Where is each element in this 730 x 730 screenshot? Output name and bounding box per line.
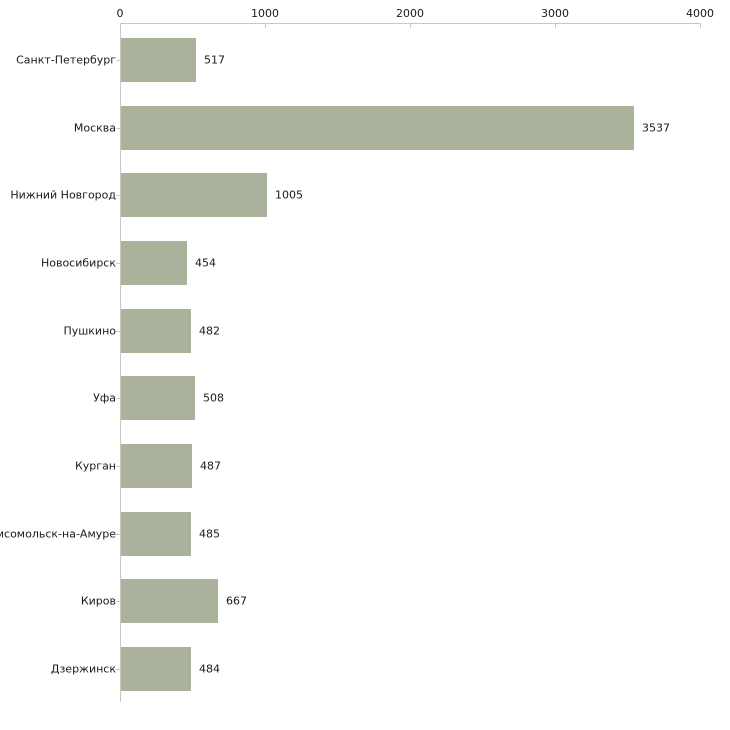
category-tick-mark (116, 466, 120, 467)
x-tick-mark (700, 24, 701, 28)
category-tick-mark (116, 195, 120, 196)
value-label: 487 (200, 459, 221, 473)
value-label: 517 (204, 53, 225, 67)
bar (121, 444, 192, 488)
x-tick-label: 1000 (251, 7, 279, 20)
x-tick-label: 2000 (396, 7, 424, 20)
category-tick-mark (116, 601, 120, 602)
x-tick-label: 0 (116, 7, 124, 20)
category-label: мсомольск-на-Амуре (0, 527, 116, 541)
category-tick-mark (116, 263, 120, 264)
category-label: Пушкино (63, 324, 116, 338)
value-label: 3537 (642, 121, 670, 135)
category-tick-mark (116, 398, 120, 399)
y-axis-line (120, 23, 121, 702)
x-tick-mark (410, 24, 411, 28)
value-label: 484 (199, 662, 220, 676)
bar (121, 309, 191, 353)
bar (121, 376, 195, 420)
x-tick-label: 3000 (541, 7, 569, 20)
bar (121, 512, 191, 556)
category-label: Нижний Новгород (10, 188, 116, 202)
value-label: 485 (199, 527, 220, 541)
value-label: 454 (195, 256, 216, 270)
bar (121, 579, 218, 623)
category-label: Санкт-Петербург (16, 53, 116, 67)
value-label: 667 (226, 594, 247, 608)
value-label: 508 (203, 391, 224, 405)
bar (121, 241, 187, 285)
value-label: 1005 (275, 188, 303, 202)
category-tick-mark (116, 669, 120, 670)
bar (121, 106, 634, 150)
category-label: Киров (80, 594, 116, 608)
x-tick-mark (555, 24, 556, 28)
value-label: 482 (199, 324, 220, 338)
x-axis-line (120, 23, 701, 24)
category-label: Курган (74, 459, 116, 473)
bar (121, 173, 267, 217)
x-tick-label: 4000 (686, 7, 714, 20)
category-label: Дзержинск (50, 662, 116, 676)
category-tick-mark (116, 128, 120, 129)
category-tick-mark (116, 331, 120, 332)
category-tick-mark (116, 534, 120, 535)
category-label: Новосибирск (40, 256, 116, 270)
category-tick-mark (116, 60, 120, 61)
category-label: Уфа (93, 391, 116, 405)
x-tick-mark (265, 24, 266, 28)
bar (121, 38, 196, 82)
category-label: Москва (73, 121, 116, 135)
bar (121, 647, 191, 691)
